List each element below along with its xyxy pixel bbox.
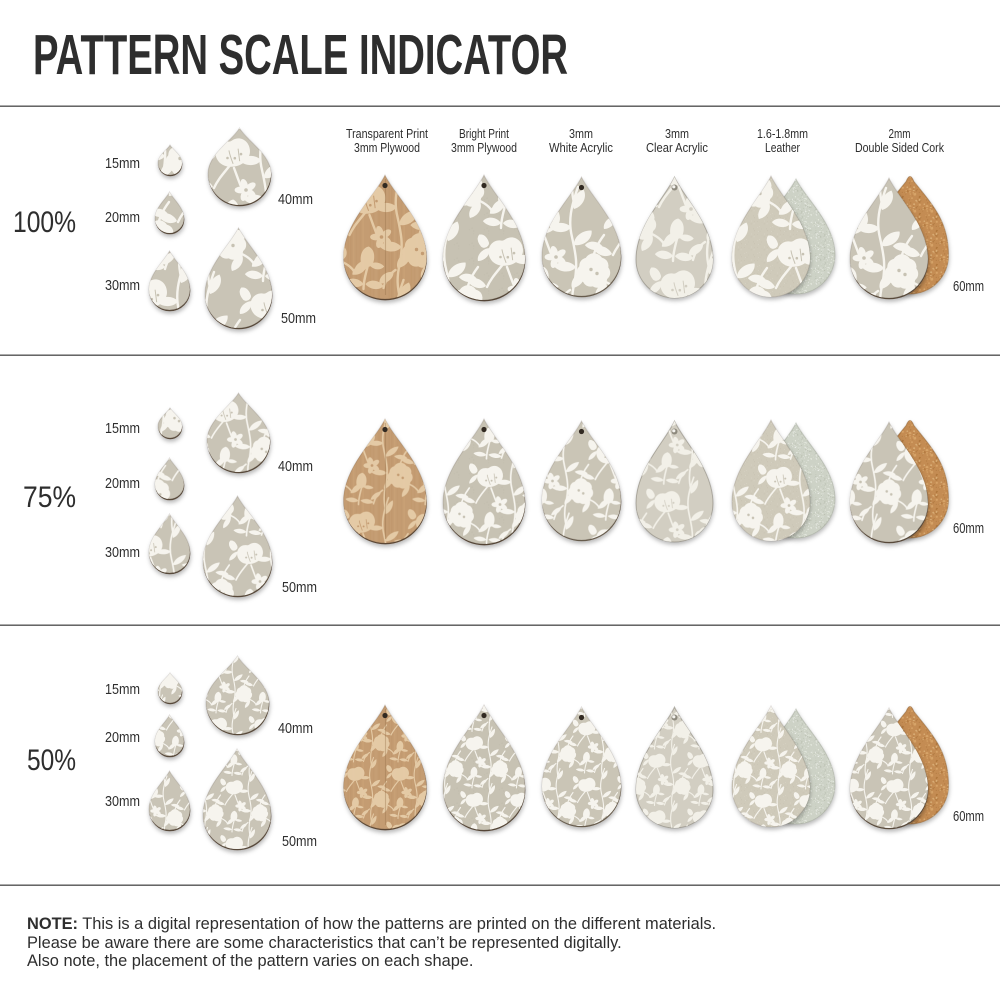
svg-text:Bright Print: Bright Print (459, 127, 509, 141)
svg-text:50mm: 50mm (282, 834, 317, 850)
svg-text:40mm: 40mm (278, 459, 313, 475)
svg-text:Please be aware there are some: Please be aware there are some character… (27, 934, 622, 952)
svg-text:15mm: 15mm (105, 421, 140, 437)
svg-text:Also note, the placement of th: Also note, the placement of the pattern … (27, 952, 473, 970)
svg-text:2mm: 2mm (889, 127, 911, 141)
svg-text:15mm: 15mm (105, 682, 140, 698)
svg-text:3mm Plywood: 3mm Plywood (451, 141, 517, 155)
svg-text:Leather: Leather (765, 141, 800, 155)
svg-text:75%: 75% (23, 481, 76, 514)
svg-text:60mm: 60mm (953, 279, 984, 295)
svg-text:1.6-1.8mm: 1.6-1.8mm (757, 127, 808, 141)
svg-text:Double Sided Cork: Double Sided Cork (855, 141, 945, 155)
svg-text:30mm: 30mm (105, 545, 140, 561)
svg-text:60mm: 60mm (953, 809, 984, 825)
svg-text:3mm: 3mm (569, 127, 593, 141)
svg-text:60mm: 60mm (953, 521, 984, 537)
svg-text:White Acrylic: White Acrylic (549, 141, 613, 155)
svg-text:3mm Plywood: 3mm Plywood (354, 141, 420, 155)
svg-text:PATTERN SCALE INDICATOR: PATTERN SCALE INDICATOR (33, 23, 568, 87)
svg-text:30mm: 30mm (105, 794, 140, 810)
svg-text:20mm: 20mm (105, 476, 140, 492)
svg-text:20mm: 20mm (105, 210, 140, 226)
svg-text:40mm: 40mm (278, 192, 313, 208)
svg-text:40mm: 40mm (278, 721, 313, 737)
svg-text:Clear Acrylic: Clear Acrylic (646, 141, 708, 155)
svg-text:NOTE: This is a digital repres: NOTE: This is a digital representation o… (27, 915, 716, 933)
svg-text:100%: 100% (13, 206, 76, 239)
svg-text:Transparent Print: Transparent Print (346, 127, 428, 141)
svg-text:30mm: 30mm (105, 278, 140, 294)
svg-text:50mm: 50mm (282, 580, 317, 596)
svg-text:20mm: 20mm (105, 730, 140, 746)
svg-text:50mm: 50mm (281, 311, 316, 327)
svg-text:15mm: 15mm (105, 156, 140, 172)
svg-text:50%: 50% (27, 744, 76, 777)
svg-text:3mm: 3mm (665, 127, 689, 141)
